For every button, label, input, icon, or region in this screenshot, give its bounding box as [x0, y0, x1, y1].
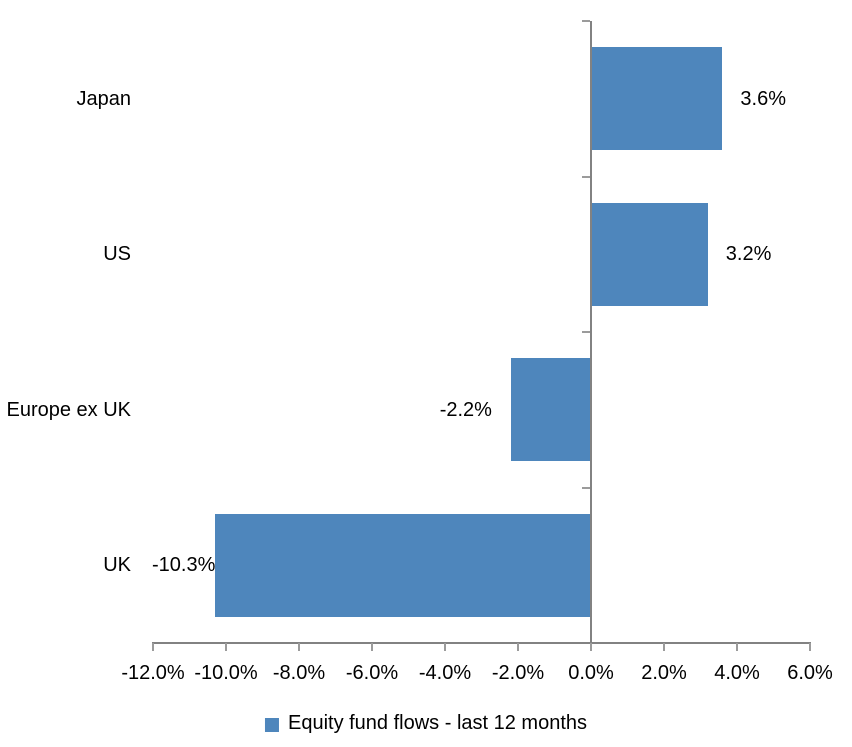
x-axis-tick [225, 643, 227, 651]
x-axis-tick-label: 2.0% [641, 662, 687, 684]
bar-us [591, 202, 708, 306]
bar-japan [591, 47, 723, 151]
bar-data-label: 3.6% [740, 87, 786, 110]
x-axis-tick [663, 643, 665, 651]
legend: Equity fund flows - last 12 months [264, 711, 588, 735]
x-axis-tick [809, 643, 811, 651]
legend-swatch-icon [264, 718, 279, 732]
x-axis-tick [298, 643, 300, 651]
x-axis-tick-label: -12.0% [121, 662, 185, 684]
y-axis-tick [582, 331, 590, 333]
category-label-europe-ex-uk: Europe ex UK [6, 398, 131, 421]
x-axis-tick-label: -2.0% [491, 662, 545, 684]
x-axis-tick-label: -6.0% [345, 662, 399, 684]
x-axis-tick [444, 643, 446, 651]
y-axis-tick [582, 175, 590, 178]
x-axis-tick [736, 643, 738, 651]
x-axis-tick-label: -10.0% [194, 662, 258, 684]
category-axis-line [590, 21, 592, 643]
bar-data-label: 3.2% [725, 243, 772, 266]
value-axis-line [152, 642, 811, 644]
x-axis-tick [152, 643, 154, 651]
x-axis-tick-label: 6.0% [787, 662, 833, 684]
x-axis-tick-label: 0.0% [568, 662, 614, 684]
y-axis-tick [582, 20, 590, 22]
bar-uk [215, 513, 591, 617]
legend-label: Equity fund flows - last 12 months [287, 712, 588, 734]
x-axis-tick-label: -8.0% [272, 662, 326, 684]
x-axis-tick [590, 643, 592, 651]
bar-data-label: -10.3% [152, 554, 216, 577]
category-label-japan: Japan [76, 87, 132, 110]
category-label-uk: UK [103, 554, 131, 577]
bar-data-label: -2.2% [439, 398, 492, 421]
category-label-us: US [103, 243, 131, 266]
x-axis-tick [371, 643, 373, 651]
x-axis-tick-label: 4.0% [714, 662, 760, 684]
y-axis-tick [582, 486, 590, 489]
x-axis-tick [517, 643, 519, 651]
bar-europe-ex-uk [510, 358, 591, 462]
x-axis-tick-label: -4.0% [418, 662, 472, 684]
